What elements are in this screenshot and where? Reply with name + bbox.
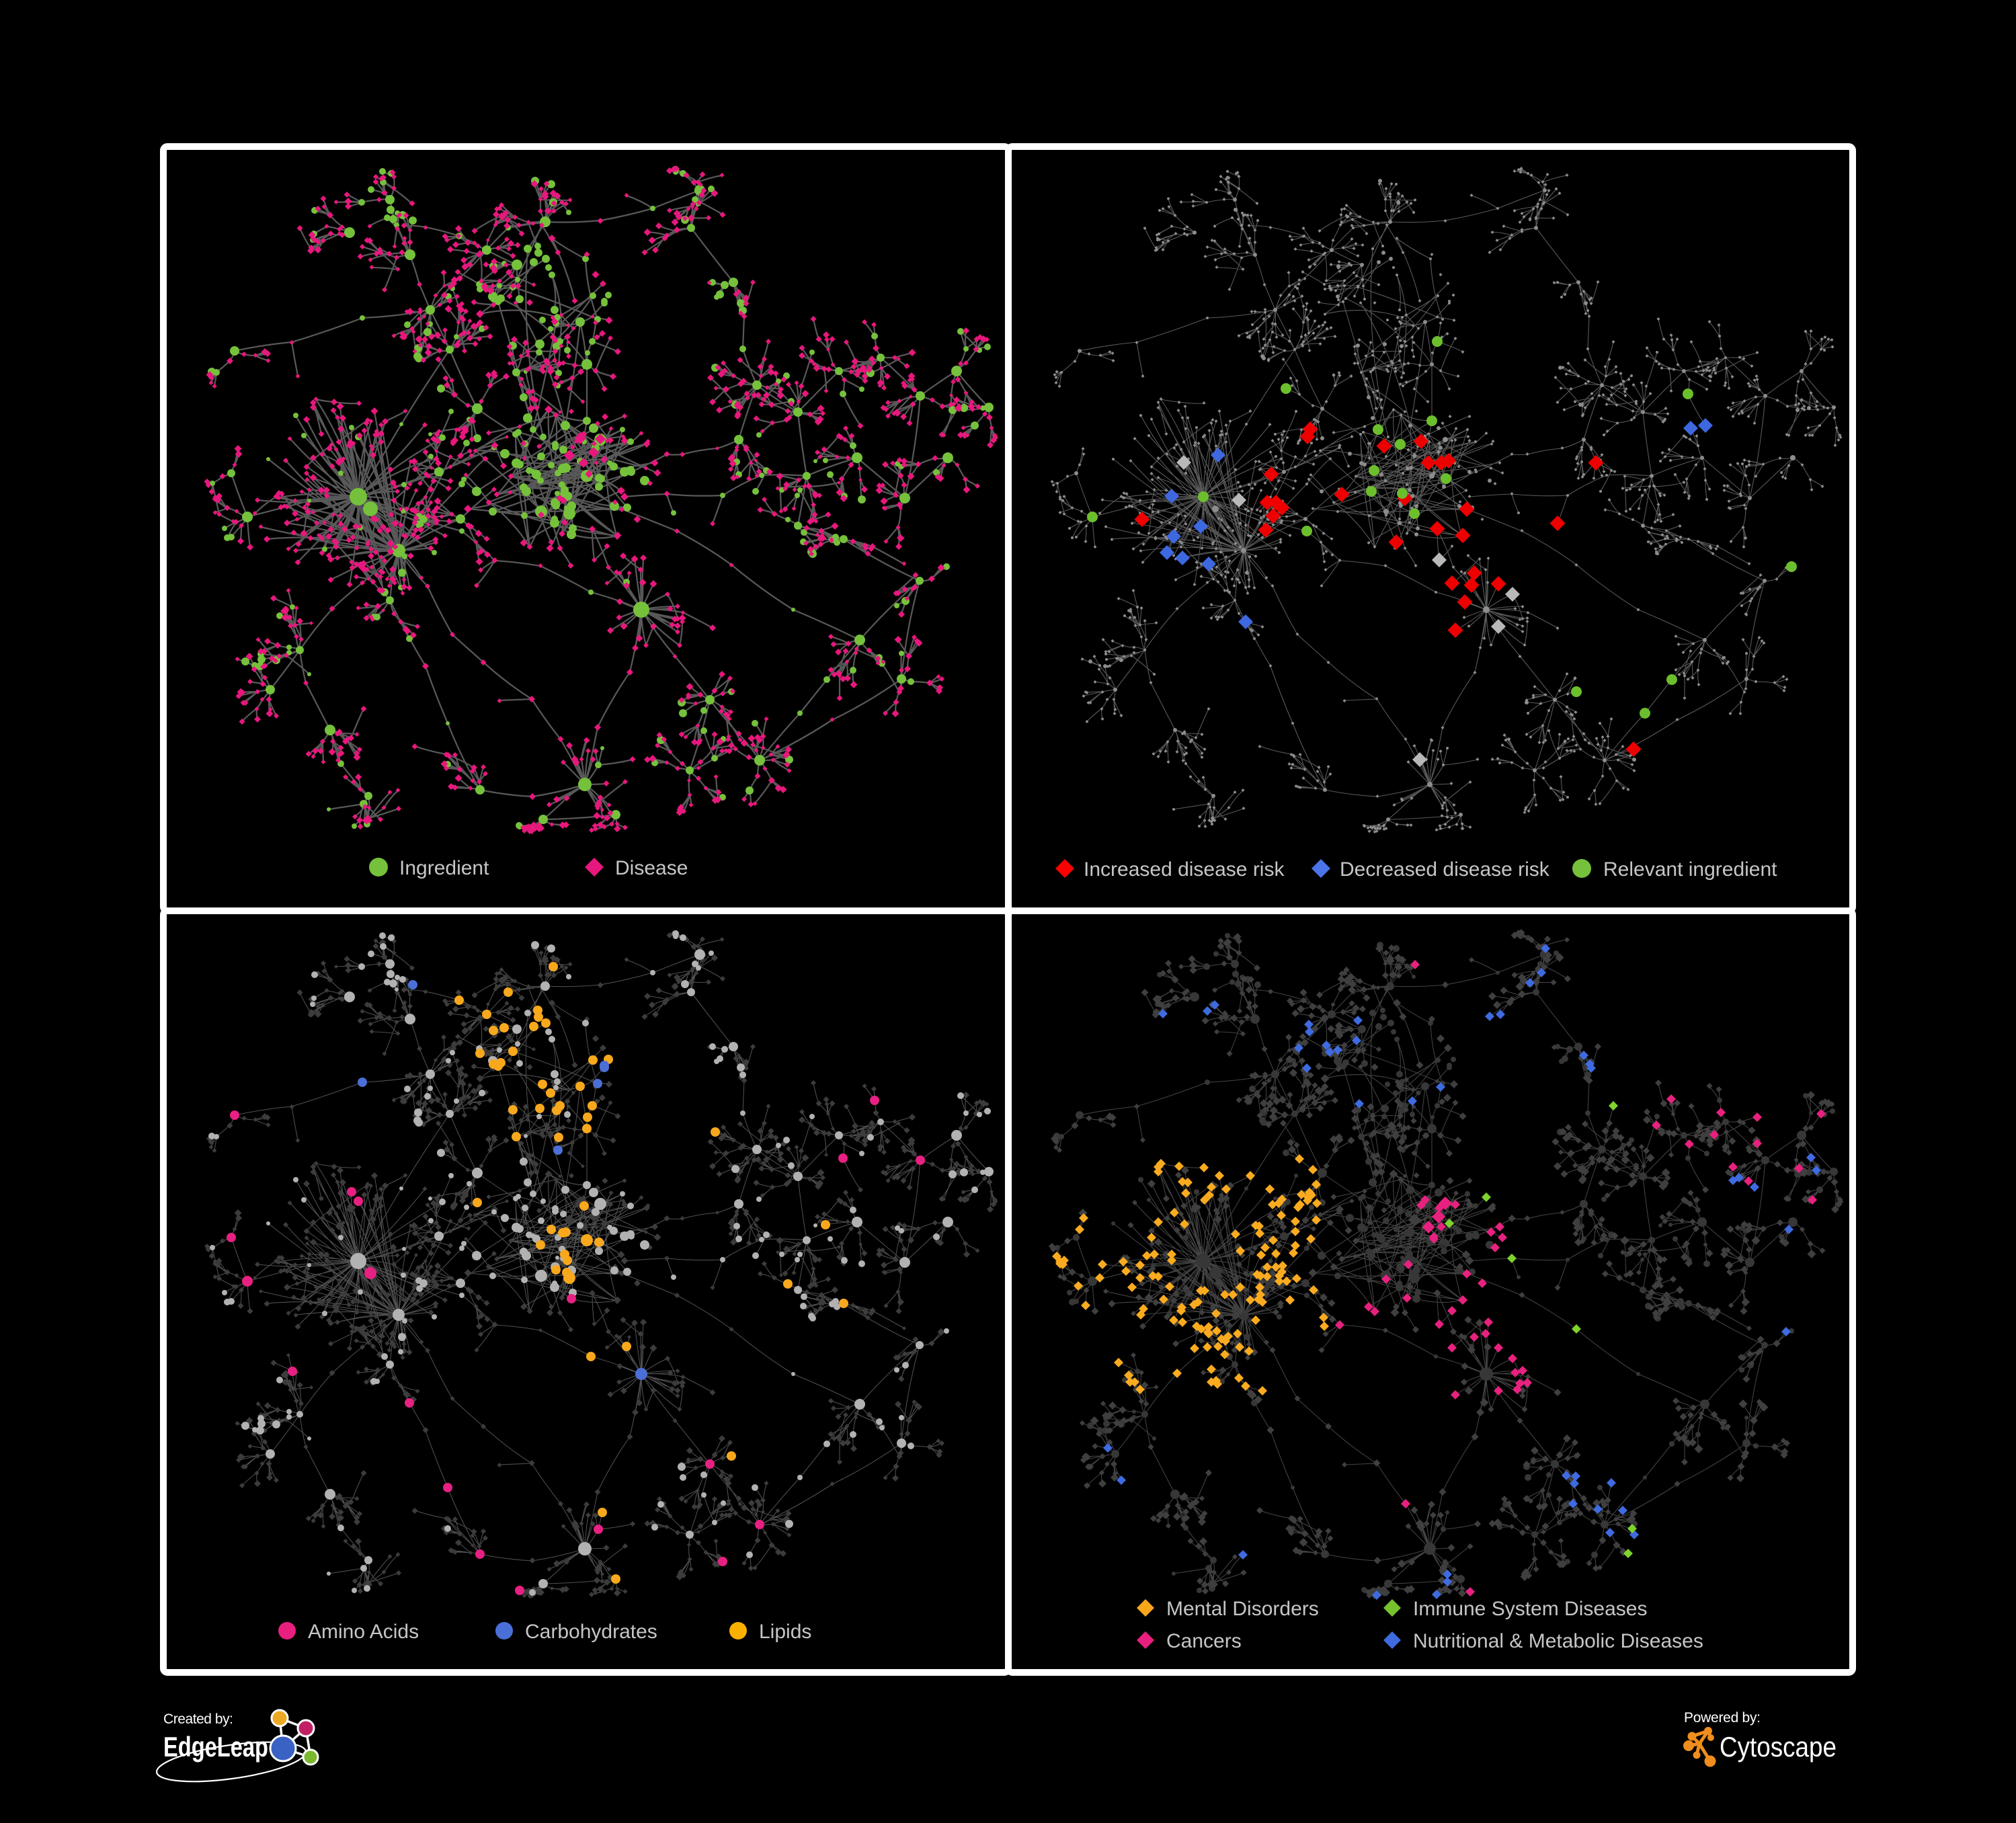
svg-text:Carbohydrates: Carbohydrates bbox=[525, 1621, 657, 1643]
svg-text:Nutritional & Metabolic Diseas: Nutritional & Metabolic Diseases bbox=[1413, 1630, 1703, 1652]
svg-text:Cytoscape: Cytoscape bbox=[1720, 1731, 1837, 1763]
svg-text:Mental Disorders: Mental Disorders bbox=[1166, 1598, 1319, 1620]
svg-text:Ingredient: Ingredient bbox=[399, 857, 489, 879]
svg-text:Cancers: Cancers bbox=[1166, 1630, 1242, 1652]
svg-text:Increased disease risk: Increased disease risk bbox=[1084, 858, 1285, 881]
svg-text:Amino Acids: Amino Acids bbox=[308, 1621, 419, 1643]
svg-text:Powered by:: Powered by: bbox=[1684, 1710, 1761, 1726]
svg-text:Decreased disease risk: Decreased disease risk bbox=[1340, 858, 1550, 881]
svg-text:Immune System Diseases: Immune System Diseases bbox=[1413, 1598, 1647, 1620]
svg-text:Disease: Disease bbox=[615, 857, 688, 879]
svg-text:Relevant ingredient: Relevant ingredient bbox=[1603, 858, 1777, 881]
svg-text:Created by:: Created by: bbox=[163, 1711, 233, 1727]
svg-text:Lipids: Lipids bbox=[759, 1621, 811, 1643]
